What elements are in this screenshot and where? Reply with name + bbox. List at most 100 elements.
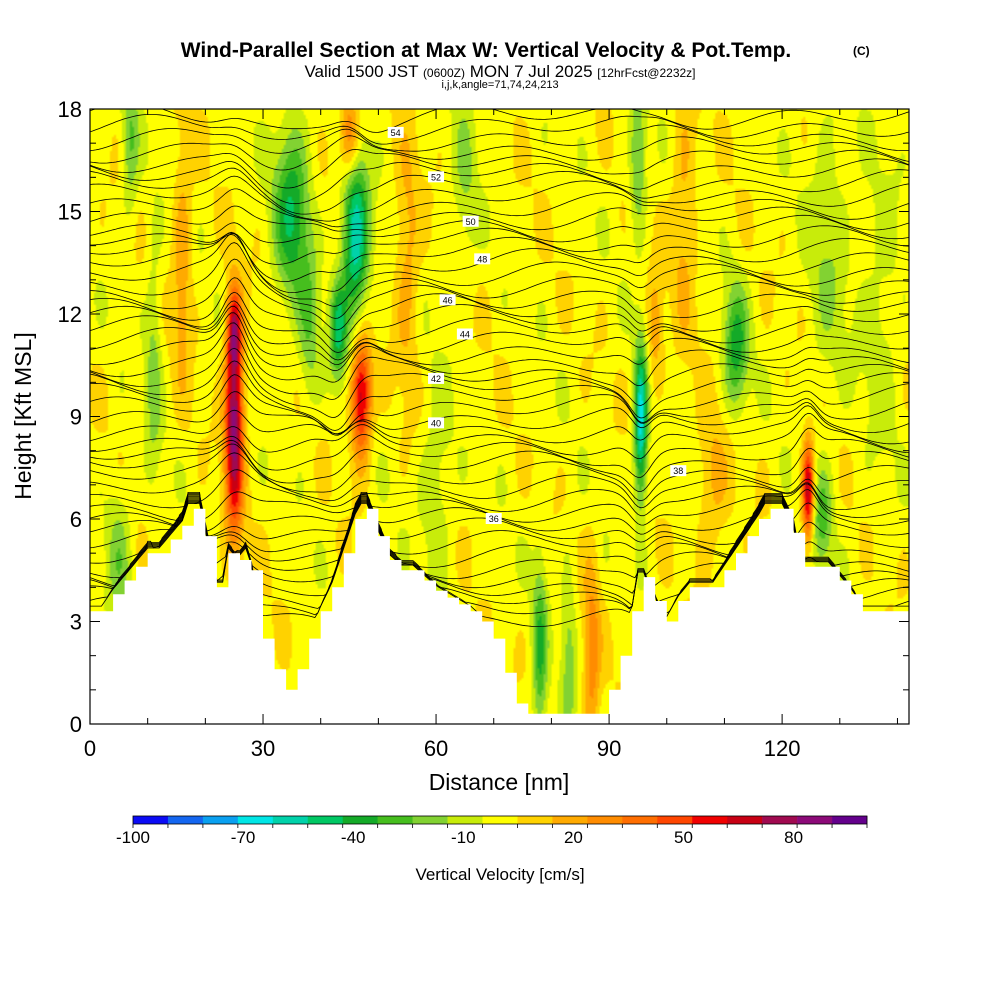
contour-labels: 36 38 40 42 44 46 48 50 52 54 <box>387 126 687 524</box>
colorbar-swatch <box>377 816 413 824</box>
contour-label: 48 <box>477 254 487 264</box>
contour-label-bg <box>456 328 473 340</box>
y-tick-label: 18 <box>58 97 82 122</box>
contour-label-bg <box>428 417 445 429</box>
theta-contour-line <box>90 496 909 568</box>
theta-contour-line <box>90 498 909 594</box>
theta-contour-line <box>90 499 909 607</box>
colorbar-swatch <box>517 816 553 824</box>
theta-contour-line <box>90 412 909 459</box>
colorbar-swatch <box>133 816 169 824</box>
colorbar <box>132 815 868 828</box>
colorbar-swatch <box>272 816 309 824</box>
y-tick-label: 0 <box>70 712 82 737</box>
colorbar-swatch <box>552 816 588 824</box>
x-tick-label: 120 <box>764 736 801 761</box>
colorbar-tick-label: -40 <box>341 828 366 847</box>
theta-contour-line <box>90 291 909 353</box>
colorbar-swatch <box>797 816 833 824</box>
colorbar-swatch <box>307 816 344 824</box>
theta-contour-line <box>90 469 909 517</box>
x-axis-ticks: 0 30 60 90 120 <box>84 109 898 761</box>
theta-contour-line <box>90 427 909 478</box>
theta-contour-line <box>90 497 909 580</box>
colorbar-tick-label: 20 <box>564 828 583 847</box>
valid-utc-label: (0600Z) <box>423 66 465 80</box>
colorbar-swatch <box>762 816 798 824</box>
colorbar-swatch <box>237 816 274 824</box>
contour-label-bg <box>462 215 479 227</box>
contour-label-bg <box>439 294 456 306</box>
contour-label-bg <box>485 513 502 524</box>
y-tick-label: 9 <box>70 405 82 430</box>
theta-contour-line <box>90 300 909 361</box>
contour-label: 42 <box>431 374 441 384</box>
theta-contour-line <box>90 347 909 419</box>
colorbar-swatch <box>482 816 518 824</box>
colorbar-tick-label: 50 <box>674 828 693 847</box>
potential-temperature-contours <box>90 109 909 627</box>
indices-label: i,j,k,angle=71,74,24,213 <box>441 79 558 91</box>
colorbar-swatch <box>202 816 239 824</box>
contour-label: 46 <box>443 295 453 305</box>
y-axis-label: Height [Kft MSL] <box>10 332 36 499</box>
y-tick-label: 12 <box>58 302 82 327</box>
colorbar-tick-labels: -100 -70 -40 -10 20 50 80 <box>116 828 803 847</box>
colorbar-swatch <box>412 816 448 824</box>
colorbar-swatch <box>167 816 204 824</box>
colorbar-swatch <box>587 816 623 824</box>
colorbar-swatch <box>657 816 693 824</box>
theta-contour-line <box>90 158 909 205</box>
contour-label-bg <box>428 171 445 183</box>
theta-contour-line <box>90 225 909 265</box>
theta-contour-line <box>90 214 909 244</box>
x-tick-label: 90 <box>597 736 621 761</box>
theta-contour-line <box>90 439 909 493</box>
theta-contour-line <box>90 205 909 232</box>
valid-time-label: Valid 1500 JST <box>304 62 418 81</box>
terrain-mask <box>90 508 909 724</box>
colorbar-tick-label: 80 <box>784 828 803 847</box>
valid-date-label: MON 7 Jul 2025 <box>470 62 593 81</box>
colorbar-tick-label: -100 <box>116 828 150 847</box>
contour-label-bg <box>474 253 491 265</box>
x-axis-label: Distance [nm] <box>429 769 570 795</box>
contour-label-bg <box>387 126 404 138</box>
theta-contour-line <box>90 175 909 222</box>
theta-contour-line <box>90 305 909 366</box>
plot-area: 36 38 40 42 44 46 48 50 52 54 <box>90 109 909 724</box>
forecast-label: [12hrFcst@2232z] <box>597 66 695 80</box>
x-tick-label: 30 <box>251 736 275 761</box>
colorbar-swatch <box>447 816 483 824</box>
colorbar-swatch <box>727 816 763 824</box>
theta-contour-line <box>90 443 909 502</box>
colorbar-swatch <box>342 816 378 824</box>
theta-contour-line <box>90 258 909 331</box>
colorbar-frame <box>132 815 868 825</box>
theta-contour-line <box>90 234 909 282</box>
theta-contour-line <box>90 167 909 215</box>
theta-contour-line <box>90 335 909 406</box>
theta-contour-line <box>90 277 909 343</box>
colorbar-swatch <box>692 816 728 824</box>
theta-contour-line <box>90 109 909 133</box>
contour-label: 38 <box>673 466 683 476</box>
colorbar-tick-label: -70 <box>231 828 256 847</box>
theta-contour-line <box>90 374 909 436</box>
colorbar-label: Vertical Velocity [cm/s] <box>415 865 584 884</box>
theta-contour-line <box>90 322 909 387</box>
theta-contour-line <box>90 452 909 509</box>
copyright-mark: (C) <box>853 44 870 58</box>
chart-subtitle: Valid 1500 JST (0600Z) MON 7 Jul 2025 [1… <box>304 62 695 81</box>
theta-contour-line <box>90 188 909 228</box>
theta-contour-line <box>90 149 909 189</box>
theta-contour-line <box>90 391 909 435</box>
theta-contour-line <box>90 114 909 145</box>
theta-contour-line <box>90 124 909 154</box>
y-tick-label: 6 <box>70 507 82 532</box>
colorbar-swatch <box>832 816 868 824</box>
chart-title: Wind-Parallel Section at Max W: Vertical… <box>181 39 792 62</box>
theta-contour-line <box>90 405 909 445</box>
